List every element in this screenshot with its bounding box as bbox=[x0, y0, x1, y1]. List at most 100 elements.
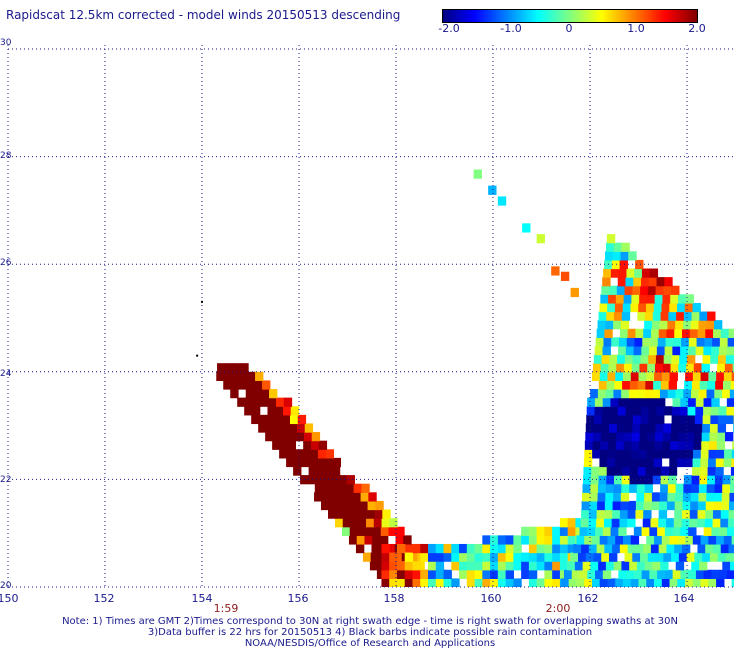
wind-cell bbox=[344, 500, 353, 511]
wind-cell bbox=[651, 492, 661, 502]
wind-cell bbox=[289, 414, 299, 425]
wind-cell bbox=[343, 509, 352, 519]
wind-cell bbox=[691, 380, 701, 390]
wind-cell bbox=[567, 526, 577, 536]
wind-cell bbox=[605, 561, 615, 571]
wind-cell bbox=[671, 423, 680, 433]
wind-cell bbox=[669, 457, 678, 468]
wind-cell bbox=[412, 543, 421, 554]
wind-cell bbox=[609, 423, 618, 433]
wind-cell bbox=[708, 535, 717, 545]
wind-cell bbox=[372, 535, 381, 545]
wind-cell bbox=[338, 483, 347, 493]
wind-cell bbox=[690, 500, 699, 511]
wind-cell bbox=[723, 457, 732, 468]
wind-cell bbox=[435, 543, 445, 554]
wind-cell bbox=[644, 320, 653, 330]
wind-cell bbox=[590, 483, 599, 493]
wind-cell bbox=[707, 380, 716, 390]
wind-cell bbox=[497, 578, 507, 587]
wind-cell bbox=[705, 500, 715, 511]
wind-cell bbox=[642, 337, 651, 347]
wind-cell bbox=[324, 466, 333, 476]
wind-cell bbox=[720, 543, 730, 554]
wind-cell bbox=[635, 328, 644, 338]
wind-cell bbox=[682, 492, 692, 502]
wind-cell bbox=[661, 449, 671, 459]
wind-cell bbox=[698, 483, 708, 493]
wind-cell bbox=[290, 406, 300, 416]
wind-cell bbox=[231, 380, 240, 390]
wind-cell bbox=[635, 509, 644, 519]
wind-cell bbox=[260, 397, 269, 407]
wind-cell bbox=[396, 578, 406, 587]
wind-cell bbox=[704, 518, 714, 528]
wind-cell bbox=[719, 526, 728, 536]
wind-cell bbox=[552, 552, 561, 562]
wind-cell bbox=[692, 535, 702, 545]
wind-cell bbox=[443, 569, 452, 579]
wind-cell bbox=[544, 561, 553, 571]
wind-cell bbox=[428, 543, 437, 554]
wind-cell bbox=[323, 475, 332, 485]
wind-cell bbox=[685, 449, 694, 459]
wind-cell bbox=[614, 302, 624, 313]
wind-cell bbox=[521, 535, 530, 545]
wind-cell bbox=[626, 569, 635, 579]
wind-cell bbox=[663, 354, 673, 364]
wind-cell bbox=[497, 561, 507, 571]
wind-cell bbox=[590, 561, 599, 571]
wind-cell bbox=[702, 354, 711, 364]
wind-cell bbox=[544, 543, 553, 554]
wind-cell bbox=[700, 535, 709, 545]
wind-cell bbox=[255, 371, 264, 382]
wind-cell bbox=[381, 569, 390, 579]
wind-cell bbox=[251, 414, 260, 425]
wind-cell bbox=[571, 569, 581, 579]
wind-cell bbox=[662, 363, 672, 373]
wind-cell bbox=[528, 535, 538, 545]
wind-cell bbox=[598, 483, 607, 493]
wind-cell bbox=[714, 389, 723, 399]
wind-cell bbox=[357, 526, 366, 536]
wind-cell bbox=[409, 552, 418, 562]
wind-cell bbox=[663, 423, 672, 433]
wind-cell bbox=[589, 500, 598, 511]
wind-cell bbox=[513, 552, 522, 562]
wind-cell bbox=[677, 440, 687, 450]
wind-cell bbox=[587, 569, 596, 579]
wind-cell bbox=[638, 578, 647, 587]
wind-cell bbox=[604, 509, 613, 519]
wind-cell bbox=[711, 569, 720, 579]
wind-cell bbox=[652, 311, 662, 321]
wind-cell bbox=[649, 345, 658, 356]
wind-cell bbox=[314, 483, 324, 493]
wind-cell bbox=[254, 380, 263, 390]
wind-cell bbox=[683, 311, 693, 321]
wind-cell bbox=[653, 457, 663, 468]
wind-cell bbox=[681, 509, 691, 519]
wind-cell bbox=[631, 363, 641, 373]
wind-cell bbox=[237, 397, 246, 407]
wind-cell bbox=[559, 552, 569, 562]
wind-cell bbox=[622, 466, 631, 476]
wind-cell bbox=[659, 320, 669, 330]
wind-cell bbox=[389, 518, 398, 528]
wind-cell bbox=[664, 345, 673, 356]
wind-cell bbox=[669, 535, 678, 545]
wind-cell bbox=[601, 423, 610, 433]
wind-cell bbox=[582, 561, 591, 571]
wind-cell bbox=[380, 526, 390, 536]
wind-cell bbox=[646, 578, 655, 587]
wind-cell bbox=[618, 569, 627, 579]
wind-cell bbox=[577, 552, 587, 562]
wind-cell bbox=[711, 526, 720, 536]
wind-cell bbox=[715, 380, 724, 390]
wind-cell bbox=[694, 414, 704, 425]
wind-cell bbox=[615, 371, 624, 382]
wind-cell bbox=[618, 337, 628, 347]
lat-label: 26 bbox=[0, 258, 12, 268]
wind-cell bbox=[597, 389, 607, 399]
wind-cell bbox=[355, 543, 365, 554]
wind-cell bbox=[379, 535, 389, 545]
